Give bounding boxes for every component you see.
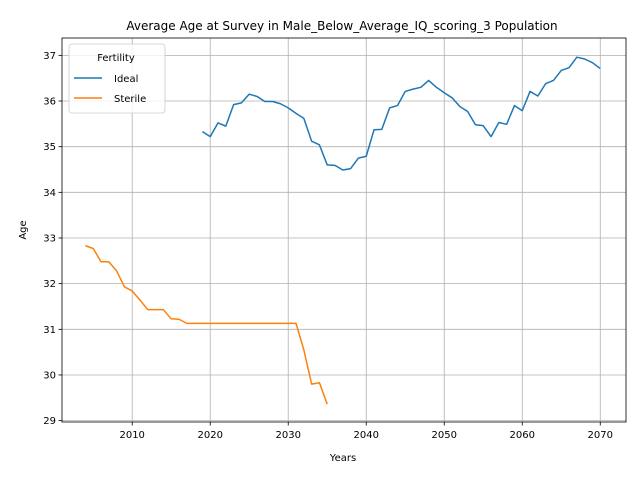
- x-axis-label: Years: [329, 453, 356, 464]
- y-tick-label: 36: [43, 97, 56, 108]
- x-tick-label: 2010: [119, 430, 144, 441]
- series-line-sterile: [85, 245, 328, 405]
- y-tick-label: 32: [43, 279, 56, 290]
- chart-title: Average Age at Survey in Male_Below_Aver…: [126, 19, 557, 33]
- y-tick-label: 29: [43, 416, 56, 427]
- x-tick-label: 2050: [432, 430, 457, 441]
- legend-title: Fertility: [97, 53, 135, 64]
- y-tick-label: 37: [43, 51, 56, 62]
- legend-items: Ideal Sterile: [74, 74, 146, 105]
- y-tick-label: 30: [43, 370, 56, 381]
- y-tick-label: 33: [43, 233, 56, 244]
- grid: [62, 38, 626, 422]
- y-axis-label: Age: [18, 220, 29, 239]
- series-layer: [85, 56, 601, 405]
- x-tick-label: 2020: [197, 430, 222, 441]
- x-tick-label: 2060: [510, 430, 535, 441]
- series-line-ideal: [202, 56, 601, 171]
- x-tick-label: 2030: [275, 430, 300, 441]
- y-axis: 29 30 31 32 33 34 35 36 37: [43, 51, 62, 427]
- y-tick-label: 34: [43, 188, 56, 199]
- x-tick-label: 2070: [588, 430, 613, 441]
- legend-box: [68, 43, 166, 114]
- legend-label-ideal: Ideal: [114, 74, 138, 85]
- y-tick-label: 31: [43, 325, 56, 336]
- x-tick-label: 2040: [354, 430, 379, 441]
- y-tick-label: 35: [43, 142, 56, 153]
- legend-label-sterile: Sterile: [114, 94, 146, 105]
- plot-frame: [61, 37, 627, 423]
- legend: Fertility Ideal Sterile: [68, 43, 166, 114]
- x-axis: 2010 2020 2030 2040 2050 2060 2070: [119, 422, 613, 441]
